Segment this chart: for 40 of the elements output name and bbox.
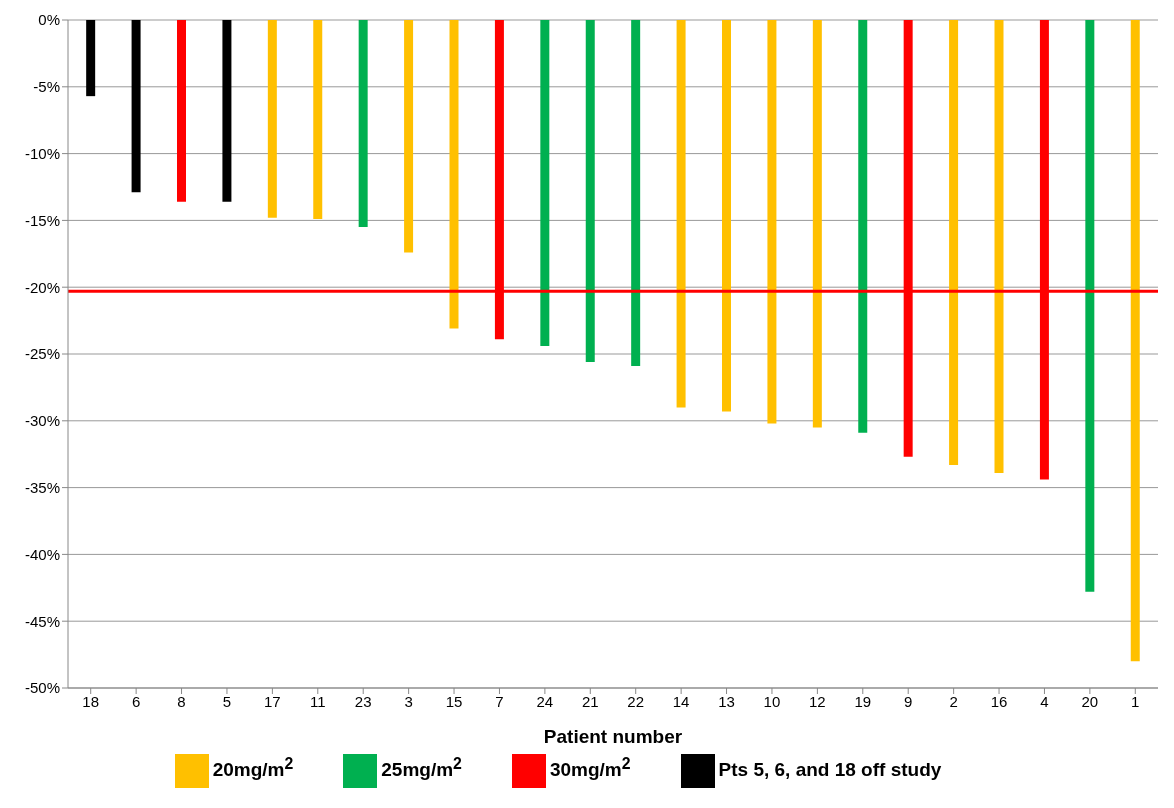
x-tick-label: 14: [672, 692, 690, 710]
y-tick-label: -15%: [24, 211, 60, 229]
x-tick-label: 16: [990, 692, 1008, 710]
y-tick-label: -20%: [24, 278, 60, 296]
y-tick-label: -45%: [24, 612, 60, 630]
y-tick-label: -10%: [24, 144, 60, 162]
x-tick-label: 17: [264, 692, 281, 710]
x-tick-label: 5: [222, 692, 232, 710]
x-tick-label: 23: [354, 692, 372, 710]
y-tick-label: 0%: [38, 11, 60, 29]
x-tick-label: 18: [82, 692, 100, 710]
x-tick-label: 8: [177, 692, 186, 710]
x-tick-label: 9: [904, 692, 913, 710]
x-tick-label: 2: [949, 692, 958, 710]
legend-label: Pts 5, 6, and 18 off study: [718, 759, 942, 781]
legend-label: 25mg/m$^{2}$: [381, 754, 462, 781]
x-tick-label: 13: [718, 692, 735, 710]
x-tick-label: 24: [536, 692, 554, 710]
x-tick-label: 19: [854, 692, 872, 710]
y-tick-label: -50%: [24, 679, 60, 697]
x-tick-label: 1: [1131, 692, 1140, 710]
x-tick-label: 3: [404, 692, 413, 710]
y-tick-label: -35%: [24, 478, 60, 496]
x-tick-label: 4: [1040, 692, 1049, 710]
legend-label: 20mg/m$^{2}$: [212, 754, 294, 781]
y-tick-label: -30%: [24, 412, 60, 430]
x-tick-label: 11: [310, 692, 326, 710]
y-tick-label: -40%: [24, 545, 60, 563]
x-tick-label: 21: [581, 692, 599, 710]
x-tick-label: 7: [495, 692, 504, 710]
x-tick-label: 15: [445, 692, 463, 710]
y-tick-label: -5%: [33, 78, 60, 96]
x-tick-label: 22: [627, 692, 645, 710]
x-tick-label: 6: [131, 692, 141, 710]
x-tick-label: 12: [809, 692, 826, 710]
legend-label: 30mg/m$^{2}$: [549, 754, 631, 781]
x-tick-label: 20: [1081, 692, 1099, 710]
y-tick-label: -25%: [24, 345, 60, 363]
x-axis-title: Patient number: [543, 726, 683, 747]
x-tick-label: 10: [763, 692, 781, 710]
